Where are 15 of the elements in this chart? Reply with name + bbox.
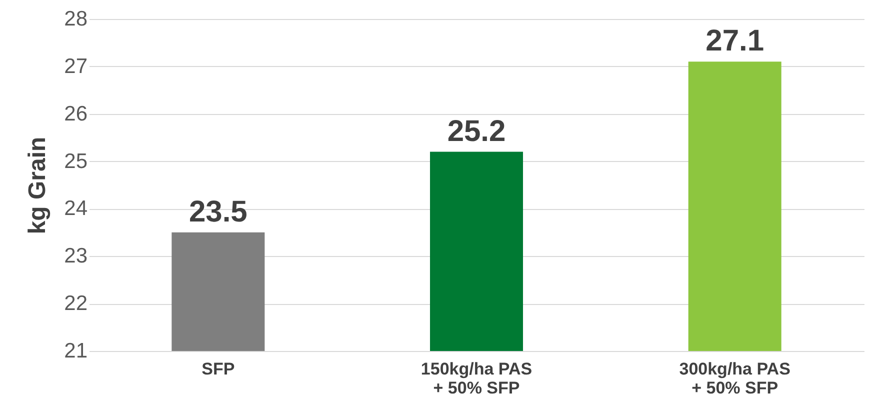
y-tick-label: 21 <box>64 340 88 362</box>
data-label: 23.5 <box>188 195 248 228</box>
y-tick-label: 24 <box>64 197 88 220</box>
y-tick-label: 26 <box>64 102 88 126</box>
y-tick-label: 27 <box>64 54 88 78</box>
data-label: 25.2 <box>447 114 506 148</box>
data-label: 27.1 <box>706 24 764 58</box>
y-tick-label: 28 <box>64 8 88 30</box>
y-tick-label: 25 <box>64 150 88 173</box>
y-tick-label: 22 <box>64 292 88 316</box>
y-axis-title: kg Grain <box>24 136 52 234</box>
x-tick-label: SFP <box>202 360 235 378</box>
y-tick-label: 23 <box>64 244 88 268</box>
x-tick-label: 150kg/ha PAS + 50% SFP <box>420 360 532 398</box>
x-tick-label: 300kg/ha PAS + 50% SFP <box>679 360 790 398</box>
